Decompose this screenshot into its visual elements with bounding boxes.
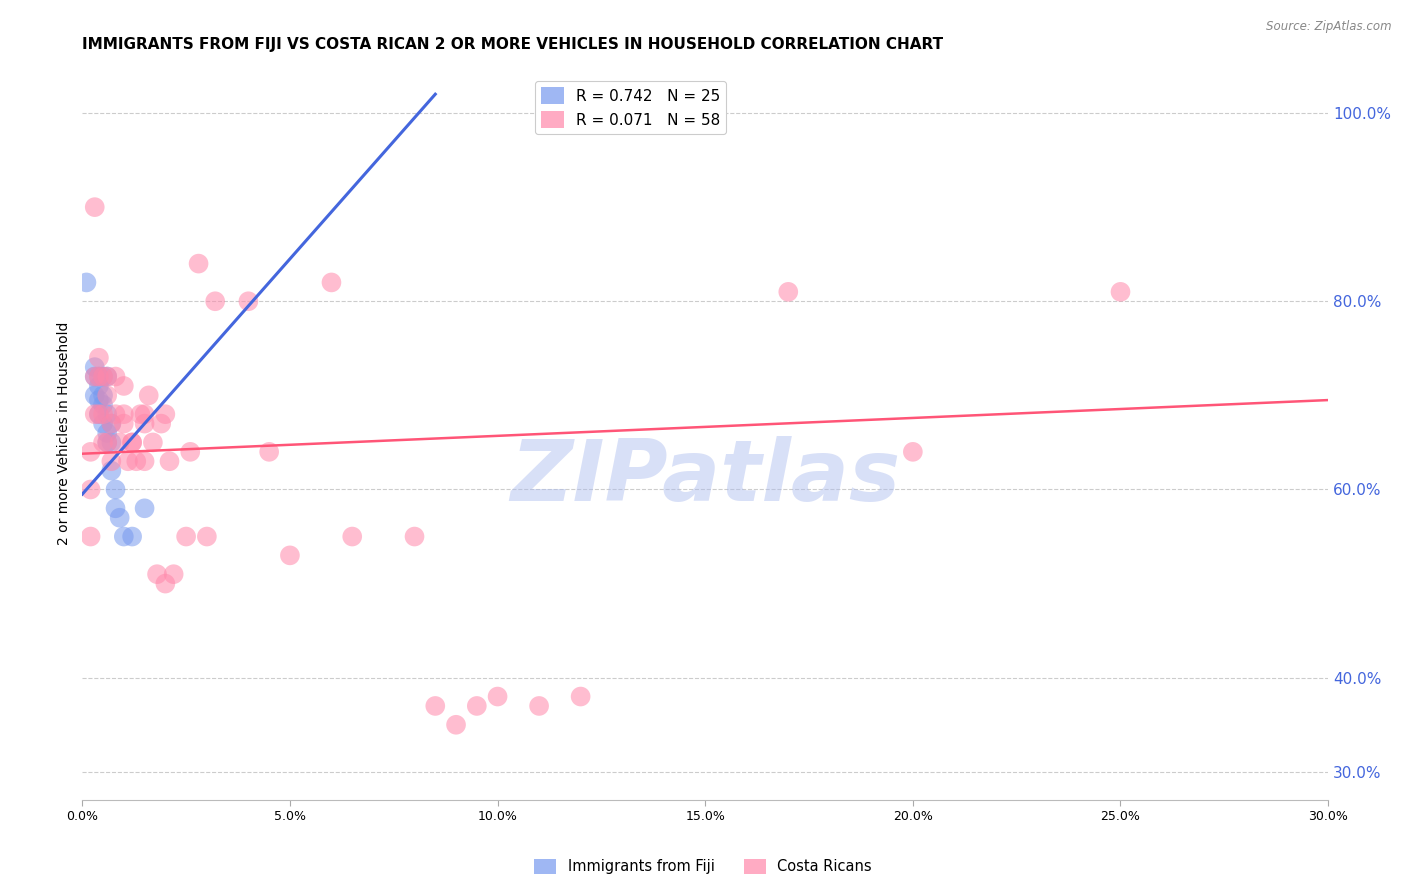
Point (527, 698, 550, 713)
Point (91, 388, 114, 402)
Text: ZIPatlas: ZIPatlas (510, 435, 900, 518)
Point (79, 445, 101, 459)
Y-axis label: 2 or more Vehicles in Household: 2 or more Vehicles in Household (58, 321, 72, 545)
Point (87, 369, 110, 384)
Point (83, 200, 105, 214)
Point (174, 530, 197, 544)
Point (342, 530, 364, 544)
Point (83, 360, 105, 375)
Point (87, 379, 110, 393)
Point (465, 698, 488, 713)
Point (104, 483, 127, 497)
Point (100, 417, 122, 431)
Point (404, 530, 426, 544)
Point (146, 567, 169, 582)
Point (134, 417, 156, 431)
Point (104, 501, 127, 516)
Point (142, 435, 165, 450)
Point (79, 483, 101, 497)
Point (91, 398, 114, 412)
Point (159, 454, 181, 468)
Point (257, 445, 280, 459)
Point (104, 369, 127, 384)
Point (108, 435, 131, 450)
Point (117, 454, 139, 468)
Point (87, 369, 110, 384)
Point (104, 407, 127, 421)
Point (87, 393, 110, 408)
Text: IMMIGRANTS FROM FIJI VS COSTA RICAN 2 OR MORE VEHICLES IN HOUSEHOLD CORRELATION : IMMIGRANTS FROM FIJI VS COSTA RICAN 2 OR… (83, 37, 943, 53)
Point (96, 369, 118, 384)
Point (96, 388, 118, 402)
Point (195, 530, 218, 544)
Point (121, 435, 143, 450)
Point (150, 417, 173, 431)
Point (91, 435, 114, 450)
Point (79, 530, 101, 544)
Point (108, 510, 131, 524)
Point (138, 388, 160, 402)
Point (121, 530, 143, 544)
Point (179, 445, 201, 459)
Point (83, 369, 105, 384)
Point (121, 435, 143, 450)
Point (83, 407, 105, 421)
Point (569, 690, 592, 704)
Point (100, 435, 122, 450)
Point (96, 425, 118, 440)
Legend: Immigrants from Fiji, Costa Ricans: Immigrants from Fiji, Costa Ricans (529, 853, 877, 880)
Point (91, 369, 114, 384)
Point (1109, 285, 1132, 299)
Point (96, 435, 118, 450)
Point (155, 407, 177, 421)
Point (96, 369, 118, 384)
Point (155, 576, 177, 591)
Point (87, 407, 110, 421)
Point (112, 407, 135, 421)
Text: Source: ZipAtlas.com: Source: ZipAtlas.com (1267, 20, 1392, 33)
Point (778, 285, 800, 299)
Point (112, 417, 135, 431)
Point (238, 294, 260, 309)
Point (100, 454, 122, 468)
Point (96, 407, 118, 421)
Point (83, 388, 105, 402)
Point (75, 276, 97, 290)
Point (187, 257, 209, 271)
Point (901, 445, 924, 459)
Point (91, 407, 114, 421)
Point (204, 294, 226, 309)
Point (125, 454, 148, 468)
Point (129, 407, 152, 421)
Point (91, 417, 114, 431)
Point (112, 379, 135, 393)
Point (87, 407, 110, 421)
Point (134, 407, 156, 421)
Point (87, 351, 110, 365)
Point (321, 276, 343, 290)
Point (91, 369, 114, 384)
Point (278, 549, 301, 563)
Point (134, 454, 156, 468)
Point (444, 718, 467, 732)
Point (96, 435, 118, 450)
Point (163, 567, 186, 582)
Point (100, 464, 122, 478)
Point (100, 417, 122, 431)
Point (112, 530, 135, 544)
Point (83, 369, 105, 384)
Point (134, 501, 156, 516)
Point (425, 698, 447, 713)
Legend: R = 0.742   N = 25, R = 0.071   N = 58: R = 0.742 N = 25, R = 0.071 N = 58 (534, 81, 727, 134)
Point (486, 690, 509, 704)
